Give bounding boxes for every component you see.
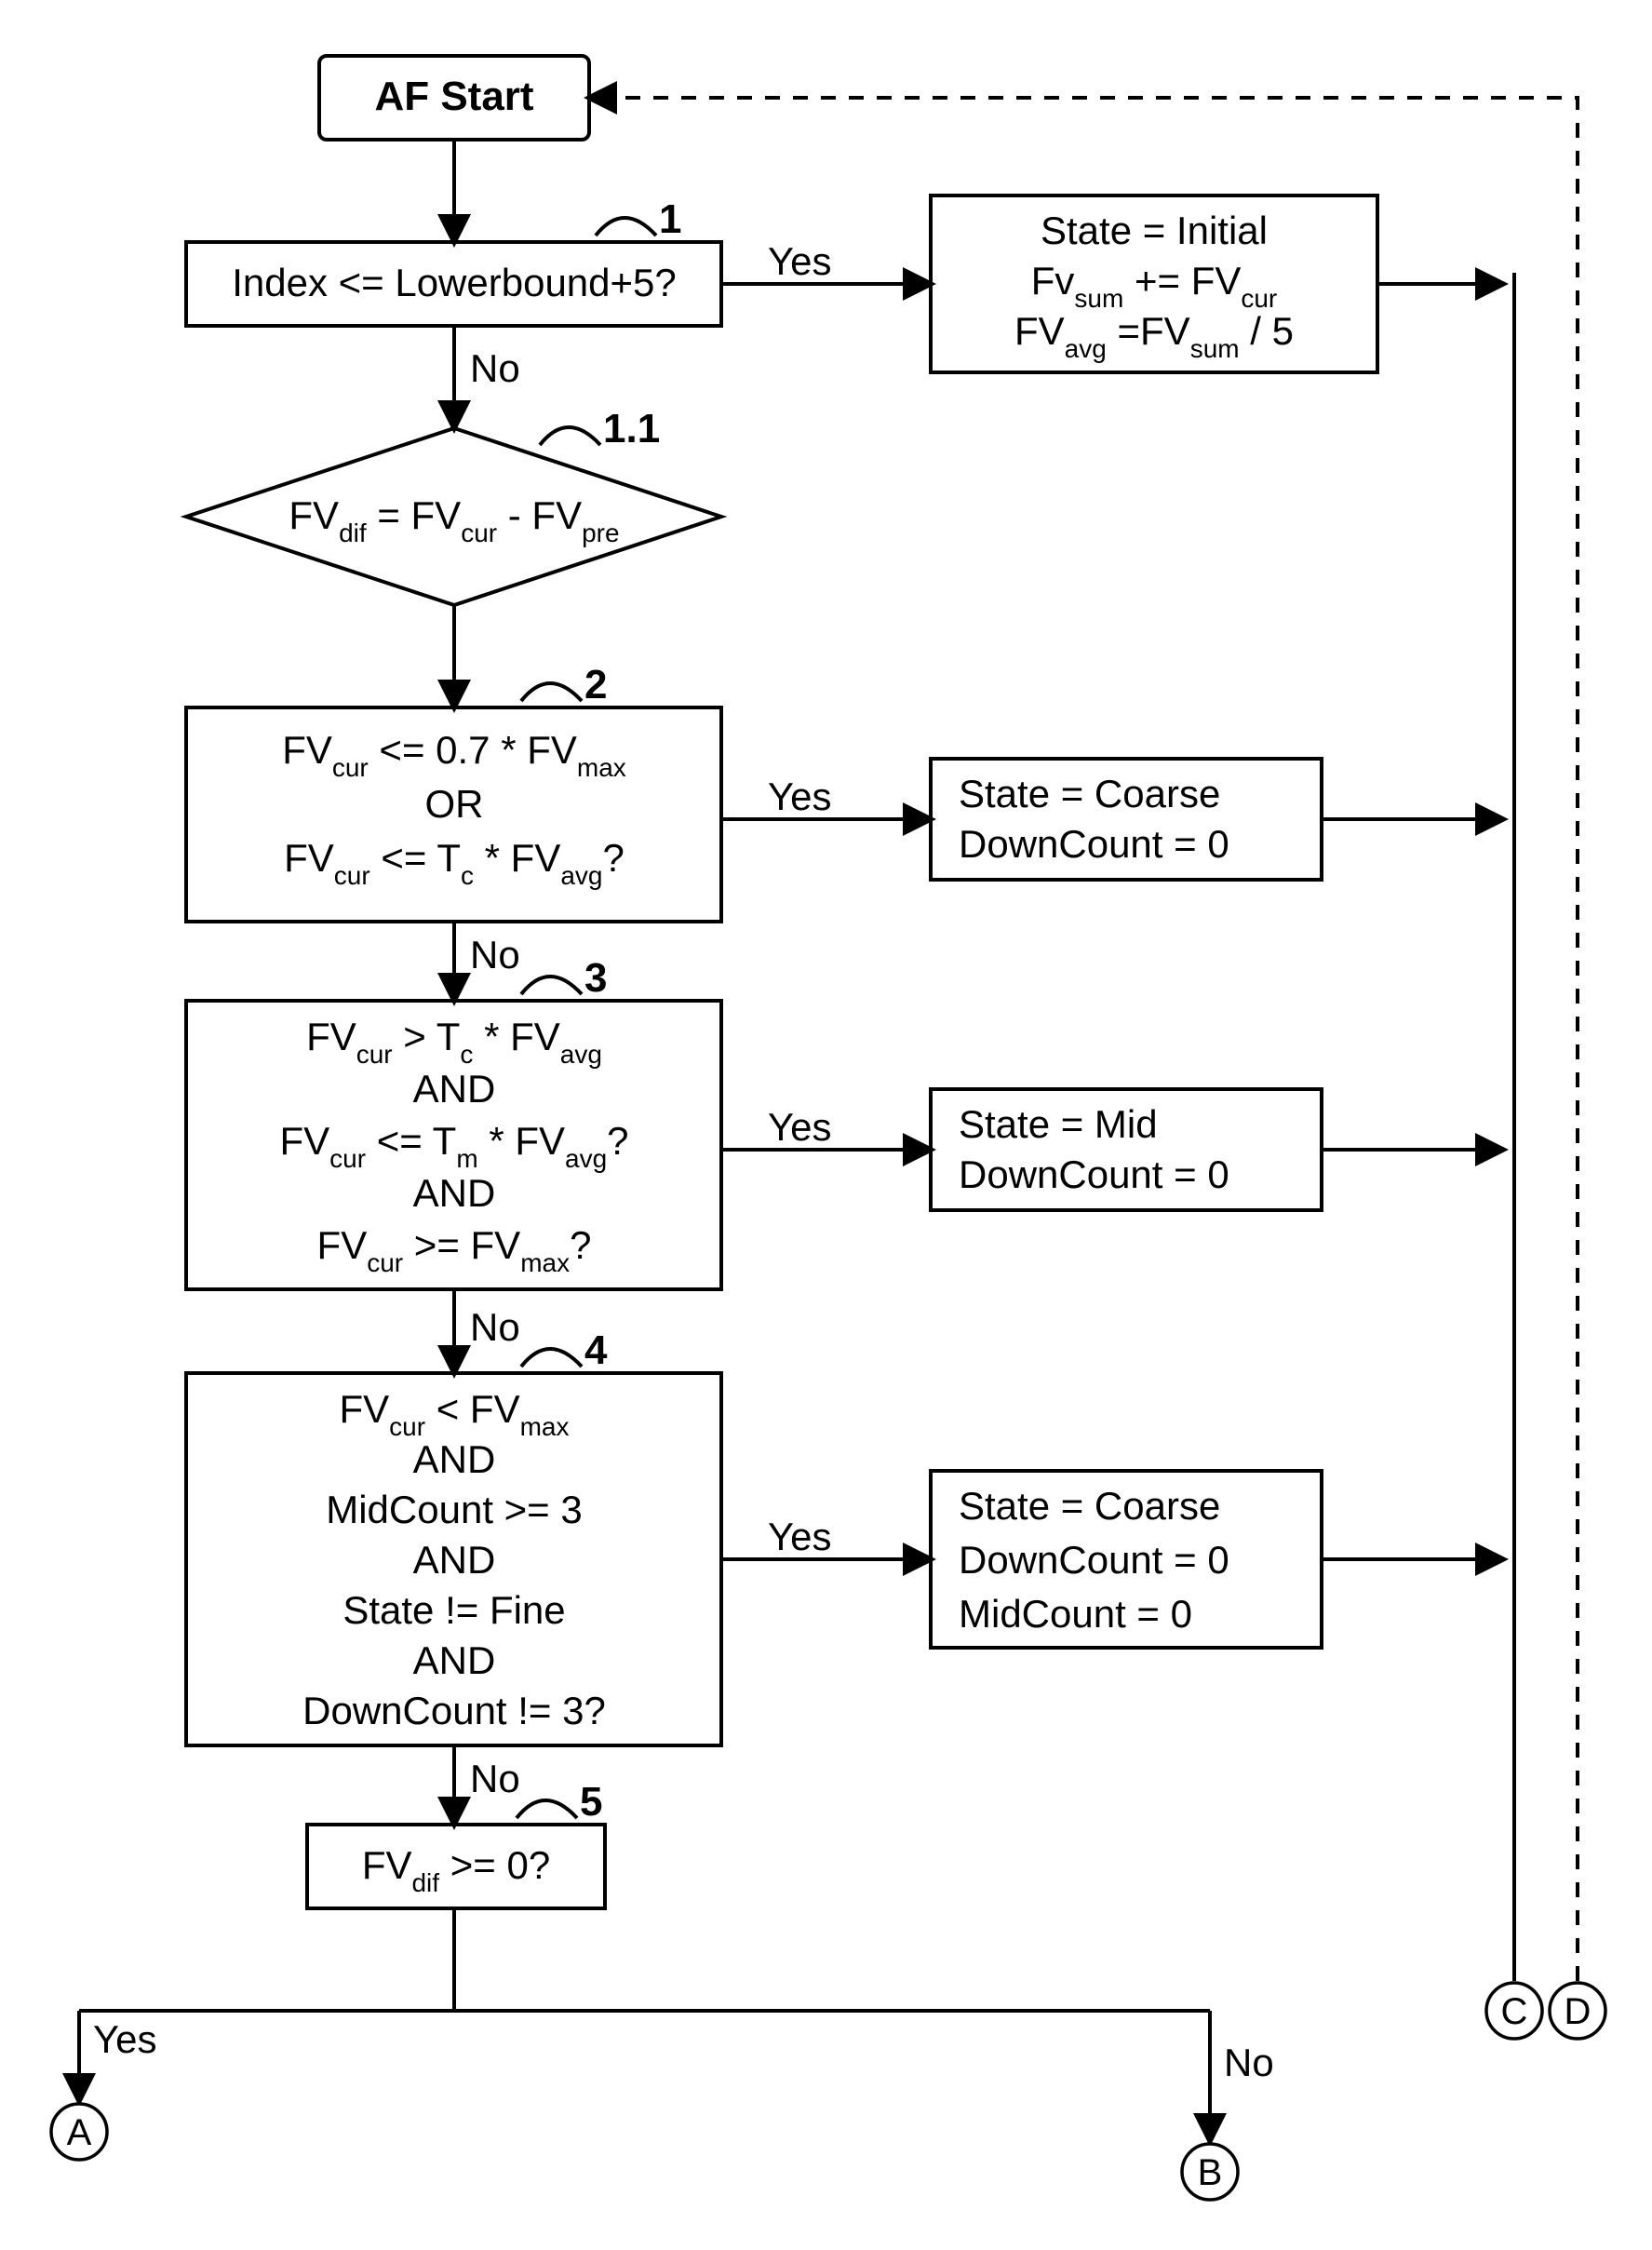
node-3r-line0: State = Mid <box>959 1102 1158 1146</box>
connector-A: A <box>51 2104 107 2160</box>
node-4r-line0: State = Coarse <box>959 1484 1220 1528</box>
node-3-line3: AND <box>413 1171 496 1215</box>
connector-B-label: B <box>1198 2152 1223 2193</box>
node-4r-line2: MidCount = 0 <box>959 1592 1192 1636</box>
connector-A-label: A <box>67 2112 92 2153</box>
node-2r-line1: DownCount = 0 <box>959 822 1229 866</box>
connector-D-label: D <box>1565 1991 1592 2032</box>
node-4-line1: AND <box>413 1437 496 1481</box>
node-4-line6: DownCount != 3? <box>302 1689 606 1732</box>
node-4-line2: MidCount >= 3 <box>326 1488 583 1531</box>
connector-B: B <box>1182 2144 1238 2200</box>
flowchart: AF Start 1 Index <= Lowerbound+5? State … <box>0 0 1652 2250</box>
node-1-line0: Index <= Lowerbound+5? <box>232 261 677 304</box>
node-2-tag: 2 <box>584 662 607 707</box>
node-1-tag: 1 <box>659 196 681 242</box>
label-no-1: No <box>470 346 520 390</box>
connector-D: D <box>1550 1983 1605 2039</box>
connector-C: C <box>1486 1983 1542 2039</box>
label-yes-3: Yes <box>768 1105 832 1149</box>
label-no-3: No <box>470 1305 520 1349</box>
connector-C-label: C <box>1501 1991 1528 2032</box>
edge-d-loop <box>589 98 1578 1981</box>
node-4r: State = Coarse DownCount = 0 MidCount = … <box>931 1471 1322 1648</box>
label-no-4: No <box>470 1757 520 1800</box>
node-3r-line1: DownCount = 0 <box>959 1152 1229 1196</box>
node-3-line1: AND <box>413 1067 496 1111</box>
start-label: AF Start <box>374 74 533 119</box>
node-3-tag: 3 <box>584 955 607 1001</box>
label-yes-2: Yes <box>768 775 832 818</box>
node-5-tag: 5 <box>580 1779 602 1825</box>
node-4: 4 FVcur < FVmax AND MidCount >= 3 AND St… <box>186 1327 721 1745</box>
node-2r-line0: State = Coarse <box>959 772 1220 815</box>
label-yes-5: Yes <box>93 2017 157 2061</box>
node-start: AF Start <box>319 56 589 140</box>
node-4-tag: 4 <box>584 1327 608 1373</box>
node-4-line5: AND <box>413 1638 496 1682</box>
node-1-1-tag: 1.1 <box>603 406 660 451</box>
node-2r: State = Coarse DownCount = 0 <box>931 759 1322 880</box>
node-2-line1: OR <box>425 782 484 826</box>
node-4r-line1: DownCount = 0 <box>959 1538 1229 1582</box>
label-yes-1: Yes <box>768 239 832 283</box>
node-1-1: 1.1 FVdif = FVcur - FVpre <box>186 406 721 605</box>
node-1r: State = Initial Fvsum += FVcur FVavg =FV… <box>931 195 1377 372</box>
label-yes-4: Yes <box>768 1515 832 1558</box>
label-no-2: No <box>470 933 520 977</box>
node-4-line3: AND <box>413 1538 496 1582</box>
node-1r-line0: State = Initial <box>1041 209 1268 252</box>
node-3: 3 FVcur > Tc * FVavg AND FVcur <= Tm * F… <box>186 955 721 1289</box>
node-3r: State = Mid DownCount = 0 <box>931 1089 1322 1210</box>
node-4-line4: State != Fine <box>342 1588 565 1632</box>
label-no-5: No <box>1224 2041 1274 2084</box>
